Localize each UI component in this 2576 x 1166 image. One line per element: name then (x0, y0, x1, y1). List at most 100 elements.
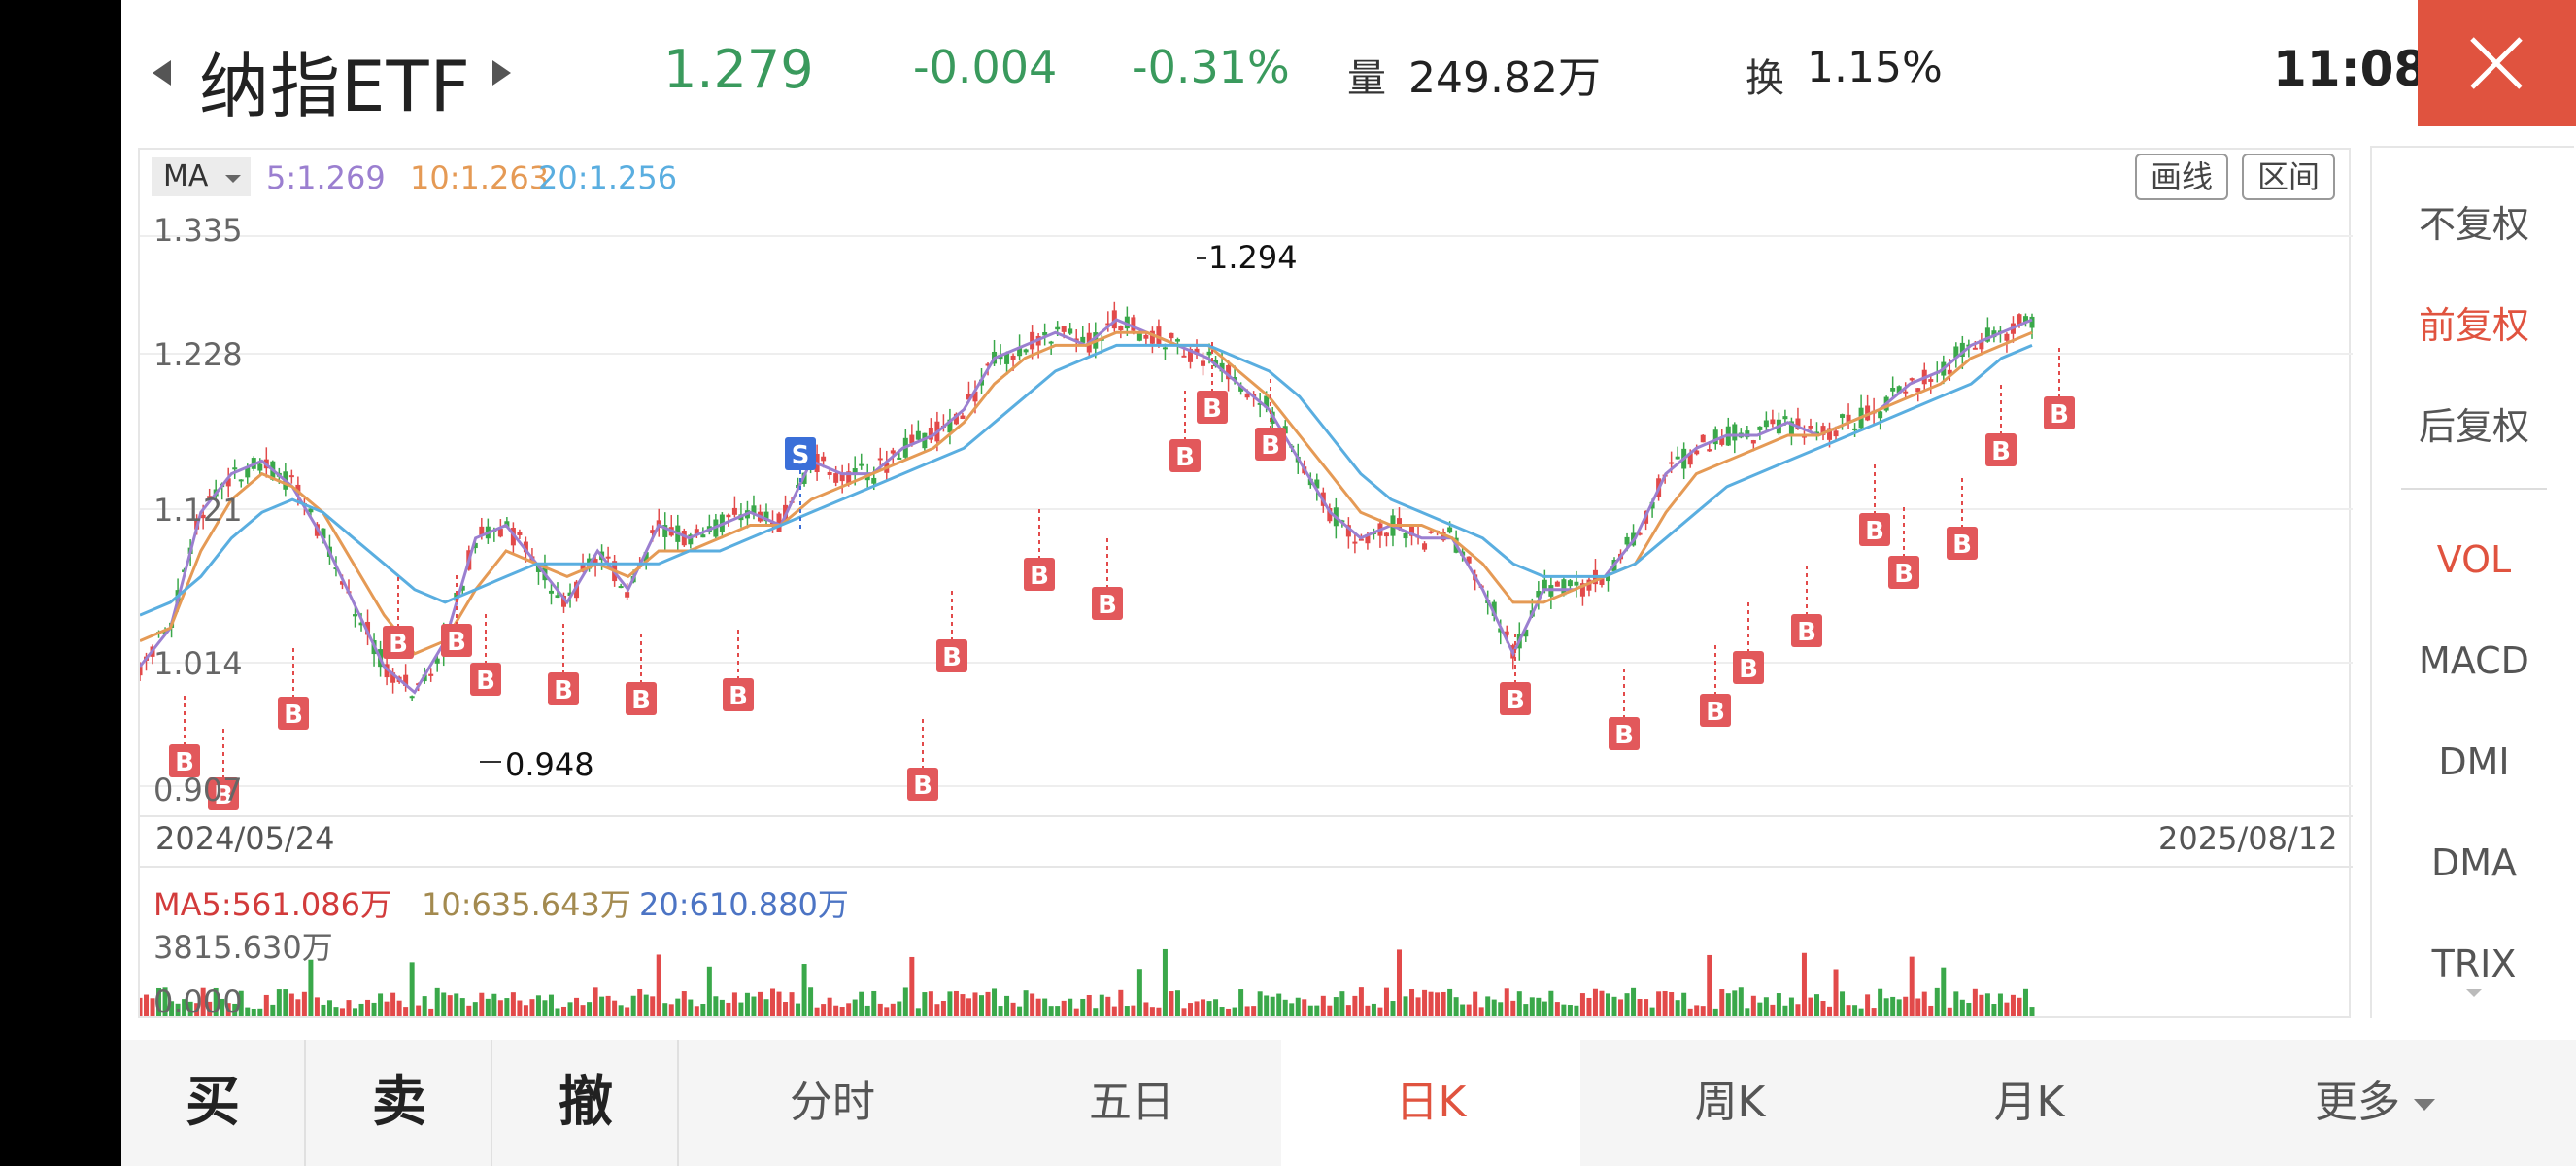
range-button[interactable]: 区间 (2242, 154, 2335, 200)
candle-body (1827, 428, 1833, 440)
candle-body (390, 672, 396, 683)
volume-bar (156, 987, 162, 1016)
candle-body (700, 534, 706, 538)
volume-bar (1846, 1005, 1851, 1016)
volume-bar (1073, 1008, 1079, 1016)
volume-bar (1226, 1008, 1232, 1016)
candle-body (890, 450, 896, 454)
tab-intraday[interactable]: 分时 (790, 1078, 875, 1127)
candle-body (1131, 317, 1136, 331)
volume-bar (922, 992, 928, 1016)
volume-bar (1915, 998, 1921, 1016)
volume-bar (1947, 1007, 1952, 1016)
buy-signal-label: B (389, 630, 408, 659)
volume-bar (1264, 995, 1270, 1016)
volume-bar (1365, 1005, 1371, 1016)
vol-ma5-legend: MA5:561.086万 (153, 886, 391, 923)
volume-bar (897, 1001, 902, 1016)
backward-adjust-option[interactable]: 后复权 (2418, 405, 2529, 448)
volume-bar (757, 991, 763, 1016)
volume-bar (1377, 1007, 1383, 1016)
volume-bar (763, 999, 769, 1016)
volume-bar (1010, 1002, 1016, 1016)
tab-monthly-k[interactable]: 月K (1993, 1078, 2065, 1127)
candle-body (1403, 532, 1408, 539)
candle-body (1732, 424, 1738, 441)
candle-body (1605, 572, 1610, 582)
volume-bar (605, 995, 611, 1016)
volume-bar (650, 996, 656, 1016)
low-price-label: 0.948 (505, 746, 594, 783)
candle-body (207, 496, 213, 498)
candle-body (922, 432, 928, 449)
volume-label: 量 (1347, 56, 1386, 101)
volume-bar (1390, 1001, 1396, 1016)
buy-signal-label: B (1261, 431, 1280, 461)
volume-bar (1504, 988, 1509, 1016)
volume-bar (1675, 1000, 1680, 1016)
more-tabs-button[interactable]: 更多 (2210, 1040, 2540, 1166)
candle-body (1396, 518, 1402, 529)
close-button[interactable] (2418, 0, 2576, 126)
candle-body (618, 586, 624, 589)
app: 纳指ETF 1.279 -0.004 -0.31% 量 249.82万 换 1.… (121, 0, 2576, 1166)
volume-bar (1282, 999, 1288, 1016)
last-price: 1.279 (663, 39, 814, 100)
candle-body (548, 590, 554, 594)
volume-bar (1187, 1003, 1193, 1016)
volume-bar (1295, 997, 1301, 1016)
candle-body (731, 507, 737, 515)
candle-body (1105, 323, 1111, 326)
candle-body (517, 532, 523, 535)
volume-bar (491, 993, 497, 1016)
candle-body (1017, 347, 1023, 357)
candle-body (1707, 449, 1712, 452)
candle-body (1264, 395, 1270, 408)
tab-weekly-k[interactable]: 周K (1694, 1078, 1766, 1127)
buy-signal-label: B (1175, 443, 1195, 472)
stock-name: 纳指ETF (199, 46, 471, 127)
candle-body (1959, 342, 1965, 358)
candle-body (288, 475, 294, 478)
candle-body (1763, 420, 1769, 428)
candle-body (409, 696, 415, 699)
volume-bar (403, 1007, 409, 1016)
volume-bar (542, 1000, 548, 1016)
forward-adjust-option[interactable]: 前复权 (2418, 304, 2529, 347)
indicator-trix[interactable]: TRIX (2431, 943, 2517, 985)
indicator-vol[interactable]: VOL (2436, 538, 2512, 581)
volume-bar (1510, 1000, 1516, 1016)
candle-body (1687, 453, 1693, 465)
volume-bar (808, 987, 814, 1016)
volume-bar (194, 1003, 200, 1016)
volume-bar (783, 1002, 789, 1016)
volume-bar (1941, 967, 1947, 1016)
volume-bar (947, 991, 953, 1016)
indicator-dmi[interactable]: DMI (2438, 740, 2510, 783)
candle-body (650, 530, 656, 533)
buy-button[interactable]: 买 (121, 1040, 306, 1166)
tab-daily-k[interactable]: 日K (1281, 1040, 1580, 1166)
volume-bar (827, 997, 832, 1016)
tab-five-day[interactable]: 五日 (1089, 1078, 1174, 1127)
sell-button[interactable]: 卖 (308, 1040, 492, 1166)
volume-bar (1903, 996, 1909, 1016)
volume-bar (1428, 991, 1434, 1016)
buy-signal-label: B (1614, 721, 1634, 750)
candle-body (308, 508, 314, 513)
draw-line-button[interactable]: 画线 (2135, 154, 2228, 200)
indicator-macd[interactable]: MACD (2419, 639, 2529, 682)
volume-bar (1213, 999, 1219, 1016)
volume-bar (1396, 949, 1402, 1016)
ma5-legend: 5:1.269 (266, 159, 386, 196)
indicator-dma[interactable]: DMA (2430, 841, 2518, 884)
cancel-order-button[interactable]: 撤 (494, 1040, 679, 1166)
volume-bar (1934, 987, 1940, 1016)
ma-indicator-select[interactable]: MA (152, 157, 251, 196)
prev-stock-icon[interactable] (153, 60, 171, 86)
no-adjust-option[interactable]: 不复权 (2418, 203, 2529, 246)
next-stock-icon[interactable] (492, 60, 511, 86)
volume-bar (1143, 1002, 1149, 1016)
